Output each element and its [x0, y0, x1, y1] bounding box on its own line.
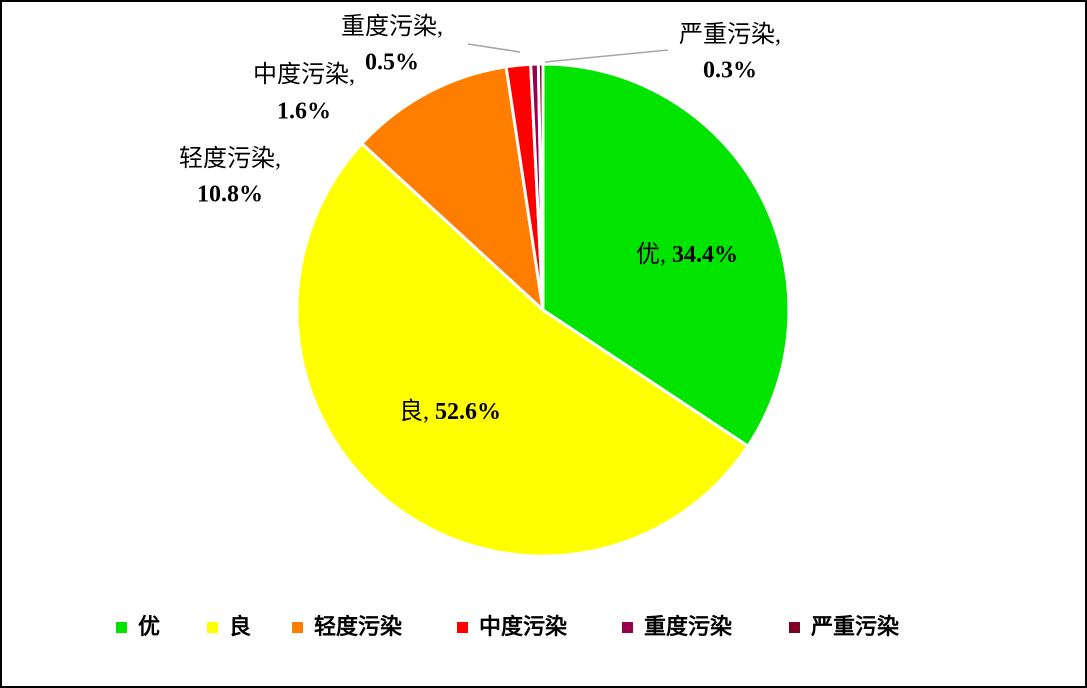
- data-label-part: ,: [423, 399, 429, 425]
- data-label-value: 10.8%: [197, 182, 263, 208]
- legend-label: 重度污染: [644, 614, 732, 640]
- legend-swatch: [292, 622, 303, 633]
- data-label-part: ,: [437, 14, 443, 40]
- legend-label: 良: [229, 614, 251, 640]
- data-label: 优, 34.4%: [636, 241, 738, 268]
- data-label: 重度污染,: [341, 13, 443, 40]
- leader-line: [467, 43, 521, 53]
- data-label-part: 优: [636, 241, 660, 268]
- data-label-part: 中度污染: [253, 61, 349, 88]
- data-label-part: ,: [775, 22, 781, 48]
- legend-swatch: [622, 622, 633, 633]
- pie-slice: [359, 65, 546, 314]
- pie-slice: [536, 62, 545, 311]
- data-label-value: 1.6%: [277, 99, 331, 125]
- data-label: 轻度污染,: [179, 145, 281, 172]
- legend-label: 中度污染: [479, 614, 567, 640]
- legend-swatch: [457, 622, 468, 633]
- data-label: 中度污染,: [253, 61, 355, 88]
- legend-swatch: [207, 622, 218, 633]
- legend-label: 严重污染: [811, 614, 899, 640]
- data-label-value: 0.3%: [703, 58, 757, 84]
- data-label-part: 34.4%: [672, 242, 738, 268]
- data-label-part: ,: [275, 146, 281, 172]
- data-label-part: 轻度污染: [179, 145, 275, 172]
- legend-label: 优: [138, 614, 160, 640]
- leader-line: [544, 49, 669, 63]
- data-label-part: ,: [660, 242, 666, 268]
- pie-slice: [295, 141, 750, 558]
- data-label-part: 重度污染: [341, 13, 437, 40]
- legend-swatch: [116, 622, 127, 633]
- data-label: 严重污染,: [679, 21, 781, 48]
- legend-swatch: [789, 622, 800, 633]
- data-label-part: 严重污染: [679, 21, 775, 48]
- data-label: 良, 52.6%: [399, 398, 501, 425]
- data-label-value: 0.5%: [365, 50, 419, 76]
- data-label-part: 良: [399, 398, 423, 425]
- legend-label: 轻度污染: [314, 614, 402, 640]
- data-label-part: ,: [349, 62, 355, 88]
- data-label-part: 52.6%: [435, 399, 501, 425]
